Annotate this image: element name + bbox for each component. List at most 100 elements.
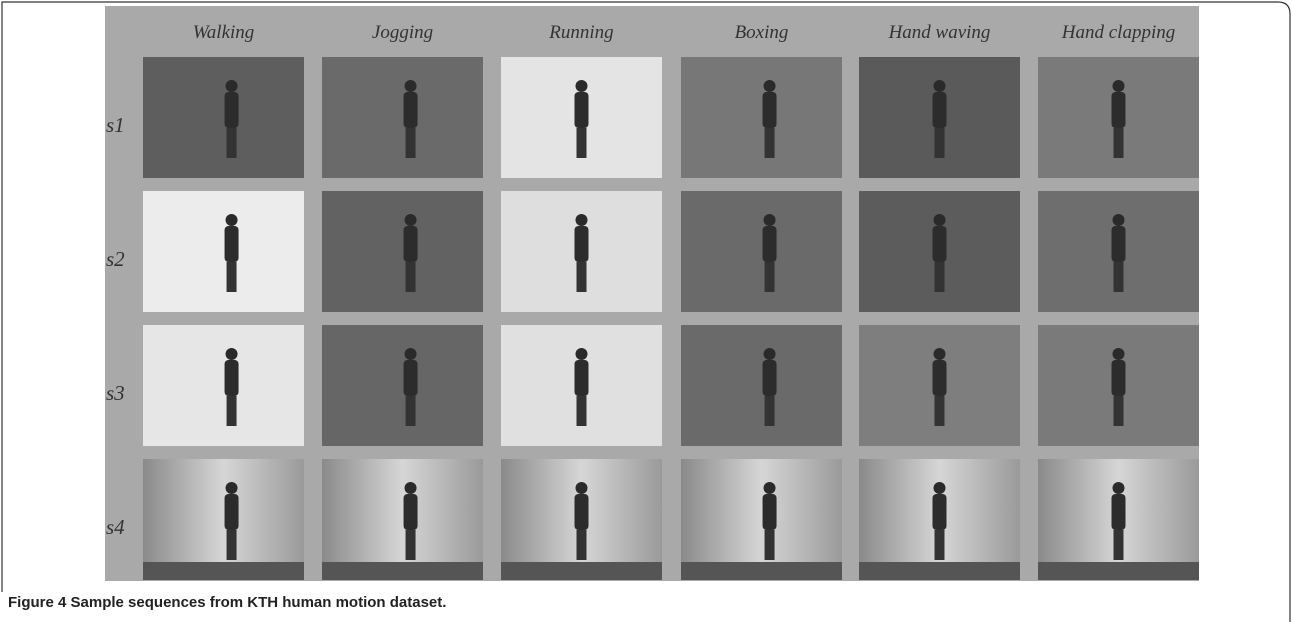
person-legs (934, 530, 945, 560)
person-head (225, 482, 238, 494)
caption: Figure 4 Sample sequences from KTH human… (8, 594, 446, 611)
floor (859, 562, 1020, 580)
person-head (225, 80, 238, 92)
person-head (575, 348, 588, 360)
person-legs (405, 396, 416, 426)
photo (322, 325, 483, 446)
person-head (763, 348, 776, 360)
person-body (932, 494, 947, 530)
person-body (762, 92, 777, 128)
floor (143, 562, 304, 580)
column-label: Boxing (735, 22, 789, 43)
person-head (404, 80, 417, 92)
person-legs (226, 262, 237, 292)
column-label: Running (548, 22, 613, 43)
photo (322, 191, 483, 312)
photo (322, 459, 483, 580)
person-head (1112, 348, 1125, 360)
person-body (574, 494, 589, 530)
person-head (404, 348, 417, 360)
person-head (763, 80, 776, 92)
person-legs (1113, 128, 1124, 158)
column-label: Jogging (372, 22, 433, 43)
person-head (763, 482, 776, 494)
person-legs (576, 262, 587, 292)
person-body (403, 360, 418, 396)
person-legs (934, 396, 945, 426)
person-body (224, 226, 239, 262)
person-legs (934, 128, 945, 158)
person-legs (1113, 262, 1124, 292)
person-body (932, 226, 947, 262)
row-label: s1 (106, 113, 125, 137)
person-legs (226, 128, 237, 158)
person-legs (764, 396, 775, 426)
person-head (404, 482, 417, 494)
person-head (933, 482, 946, 494)
person-head (763, 214, 776, 226)
person-head (1112, 214, 1125, 226)
person-head (225, 348, 238, 360)
person-legs (576, 128, 587, 158)
row-label: s4 (106, 515, 125, 539)
person-body (1111, 360, 1126, 396)
person-head (225, 214, 238, 226)
person-body (224, 494, 239, 530)
row-label: s2 (106, 247, 125, 271)
person-body (932, 92, 947, 128)
person-body (762, 494, 777, 530)
photo (681, 57, 842, 178)
person-body (932, 360, 947, 396)
person-head (933, 348, 946, 360)
person-legs (764, 530, 775, 560)
caption-label: Figure 4 (8, 594, 67, 611)
person-legs (764, 128, 775, 158)
person-body (403, 92, 418, 128)
person-body (762, 360, 777, 396)
column-label: Hand clapping (1061, 22, 1175, 43)
person-body (1111, 226, 1126, 262)
photo (143, 325, 304, 446)
person-legs (764, 262, 775, 292)
photo (143, 459, 304, 580)
person-head (1112, 80, 1125, 92)
person-body (1111, 92, 1126, 128)
person-body (574, 360, 589, 396)
photo (681, 459, 842, 580)
photo (681, 191, 842, 312)
person-legs (226, 396, 237, 426)
person-legs (405, 262, 416, 292)
person-legs (405, 128, 416, 158)
person-head (404, 214, 417, 226)
person-body (403, 226, 418, 262)
person-head (933, 214, 946, 226)
column-label: Walking (193, 22, 255, 43)
person-legs (226, 530, 237, 560)
person-head (933, 80, 946, 92)
person-body (224, 92, 239, 128)
floor (501, 562, 662, 580)
floor (681, 562, 842, 580)
person-legs (576, 530, 587, 560)
person-body (403, 494, 418, 530)
person-body (762, 226, 777, 262)
person-legs (1113, 396, 1124, 426)
floor (1038, 562, 1199, 580)
row-label: s3 (106, 381, 125, 405)
person-legs (576, 396, 587, 426)
photo (143, 191, 304, 312)
person-legs (405, 530, 416, 560)
person-body (1111, 494, 1126, 530)
person-body (574, 92, 589, 128)
column-label: Hand waving (888, 22, 991, 43)
floor (322, 562, 483, 580)
photo (322, 57, 483, 178)
person-legs (1113, 530, 1124, 560)
person-head (575, 80, 588, 92)
person-legs (934, 262, 945, 292)
person-body (574, 226, 589, 262)
person-head (575, 214, 588, 226)
person-body (224, 360, 239, 396)
